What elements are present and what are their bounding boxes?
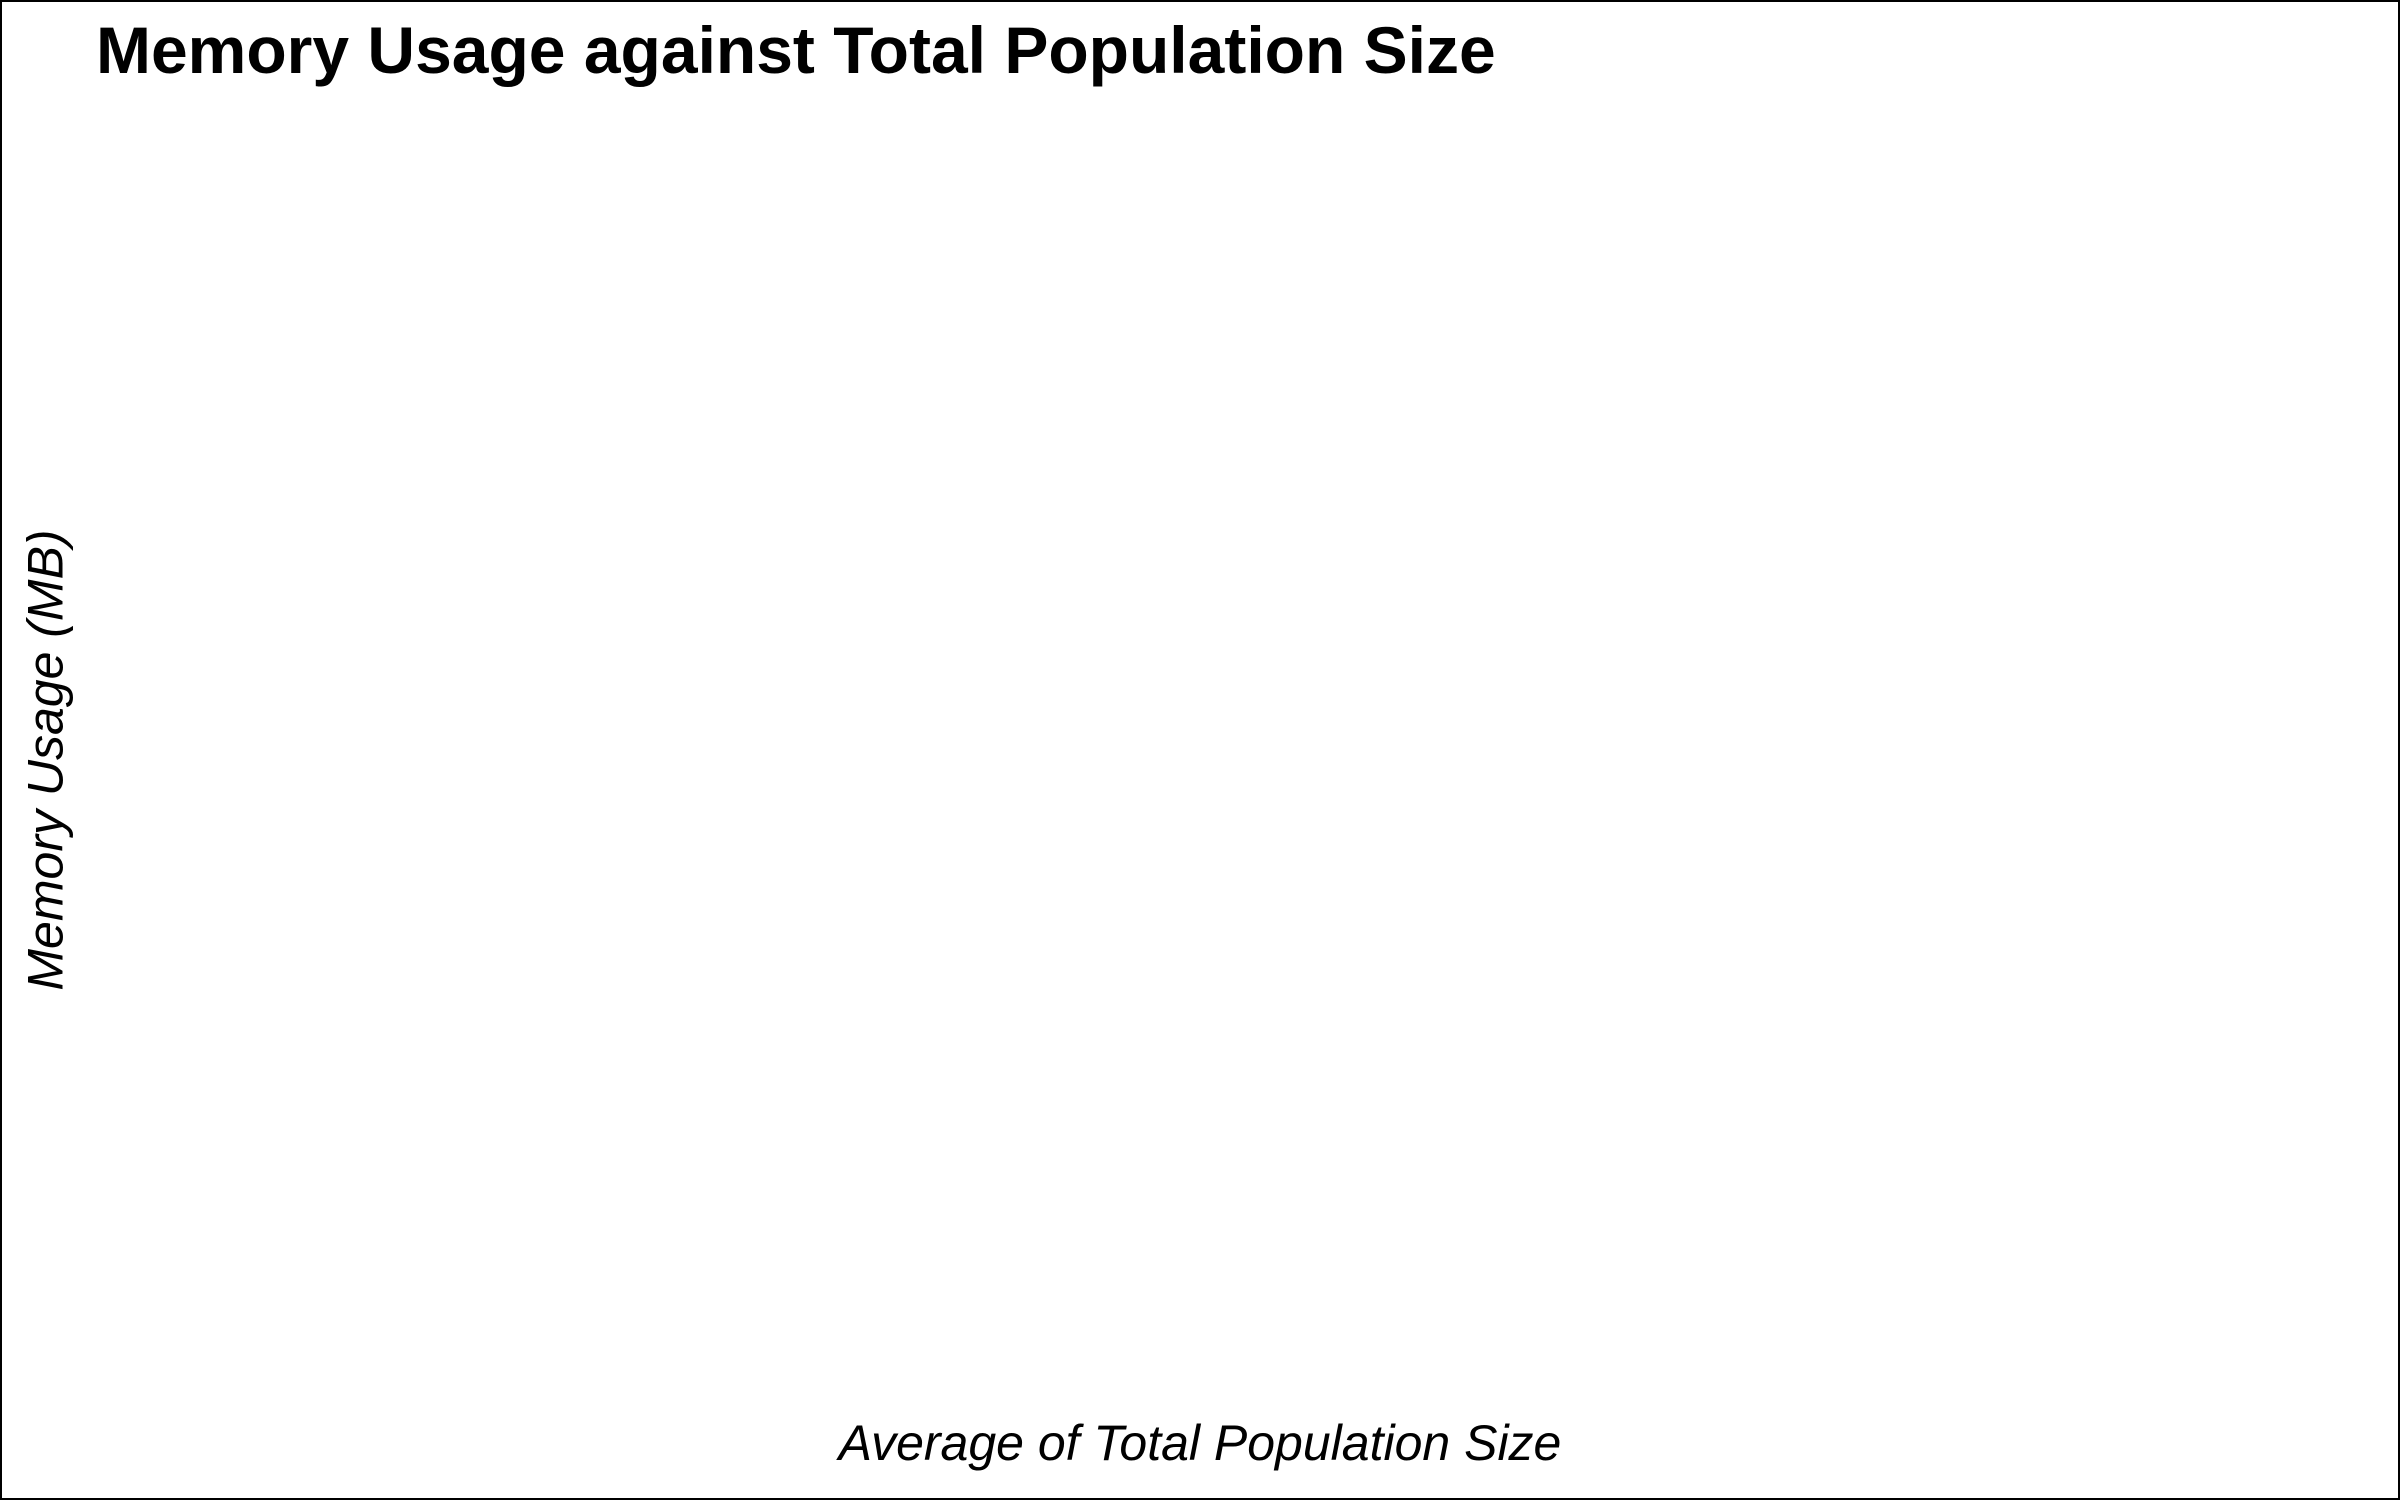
x-axis-label: Average of Total Population Size <box>838 1415 1562 1471</box>
plot-area <box>96 110 2366 1390</box>
y-axis-label: Memory Usage (MB) <box>17 529 74 991</box>
chart-title: Memory Usage against Total Population Si… <box>96 13 1496 87</box>
